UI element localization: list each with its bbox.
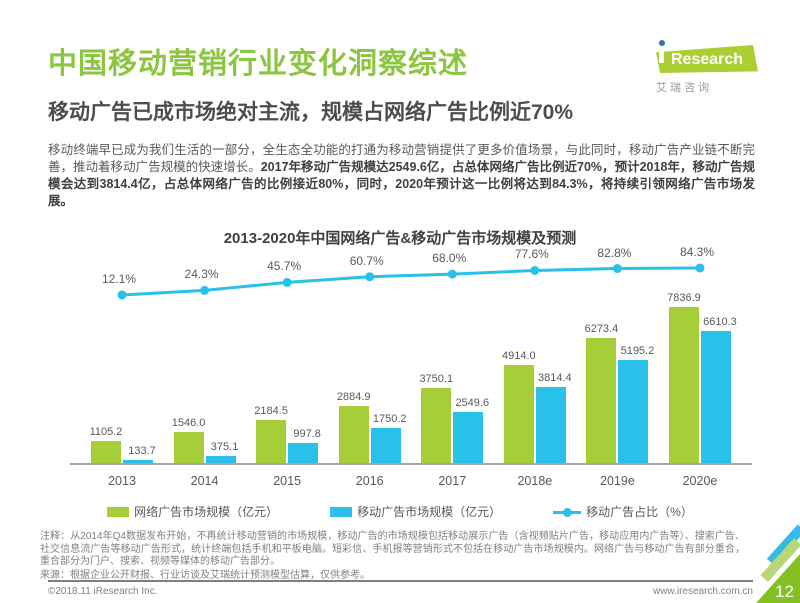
x-tick-2020e: 2020e (682, 474, 718, 488)
body-paragraph: 移动终端早已成为我们生活的一部分，全生态全功能的打通为移动营销提供了更多价值场景… (48, 142, 755, 210)
value-label-network-ad-2019e: 6273.4 (584, 323, 619, 336)
x-axis-line (70, 463, 752, 465)
value-label-mobile-ad-2018e: 3814.4 (538, 372, 572, 385)
percent-label-2019e: 82.8% (597, 245, 632, 260)
value-label-mobile-ad-2019e: 5195.2 (620, 344, 655, 357)
legend-dot-icon (563, 507, 573, 517)
mobile-share-line (117, 263, 705, 300)
line-point-2018e (530, 265, 540, 275)
value-label-network-ad-2014: 1546.0 (171, 417, 206, 430)
body-paragraph-bold: 2017年移动广告规模达2549.6亿，占总体网络广告比例近70%，预计2018… (48, 160, 755, 208)
page-number: 12 (775, 582, 794, 601)
footer-website: www.iresearch.com.cn (652, 586, 753, 597)
x-tick-2015: 2015 (273, 474, 302, 488)
value-label-network-ad-2017: 3750.1 (419, 373, 454, 386)
percent-label-2017: 68.0% (432, 251, 467, 266)
line-point-2014 (200, 285, 210, 295)
value-label-mobile-ad-2013: 133.7 (128, 445, 156, 458)
bar-mobile-ad-2020e (700, 331, 731, 463)
legend-label-mobile-share: 移动广告占比（%） (586, 505, 693, 519)
body-paragraph-normal: 移动终端早已成为我们生活的一部分，全生态全功能的打通为移动营销提供了更多价值场景… (48, 143, 755, 174)
value-label-network-ad-2013: 1105.2 (89, 426, 123, 438)
x-tick-2014: 2014 (190, 474, 219, 488)
bar-mobile-ad-2013 (123, 460, 153, 463)
logo-chinese-name: 艾 瑞 咨 询 (656, 82, 710, 94)
percent-label-2016: 60.7% (349, 253, 384, 268)
line-point-2016 (365, 272, 375, 282)
bar-mobile-ad-2016 (370, 428, 401, 463)
value-label-network-ad-2016: 2884.9 (336, 390, 371, 403)
line-point-2017 (447, 269, 457, 279)
legend-label-mobile-ad: 移动广告市场规模（亿元） (357, 505, 502, 519)
legend-swatch-mobile-share (553, 507, 582, 517)
x-tick-2018e: 2018e (517, 474, 553, 488)
footer-copyright: ©2018.11 iResearch Inc. (48, 586, 158, 597)
logo-flag-shape: Research (656, 45, 758, 73)
footer-divider (48, 580, 753, 582)
bar-mobile-ad-2018e (535, 387, 566, 463)
footnote-source: 来源：根据企业公开财报、行业访谈及艾瑞统计预测模型估算，仅供参考。 (40, 569, 370, 581)
percent-label-2018e: 77.6% (514, 247, 549, 262)
x-tick-2016: 2016 (355, 474, 384, 488)
legend-item-network-ad: 网络广告市场规模（亿元） (107, 503, 278, 520)
percent-label-2020e: 84.3% (679, 244, 714, 259)
bar-network-ad-2017 (421, 388, 452, 463)
line-point-2013 (117, 290, 127, 300)
value-label-mobile-ad-2016: 1750.2 (372, 413, 407, 426)
value-label-mobile-ad-2017: 2549.6 (455, 397, 490, 410)
value-label-mobile-ad-2014: 375.1 (210, 440, 239, 453)
percent-label-2014: 24.3% (184, 267, 219, 282)
bar-network-ad-2018e (503, 365, 534, 463)
legend-item-mobile-ad: 移动广告市场规模（亿元） (330, 503, 501, 520)
x-tick-2013: 2013 (108, 474, 136, 488)
iresearch-logo: Research 艾 瑞 咨 询 (650, 38, 765, 96)
legend-label-network-ad: 网络广告市场规模（亿元） (134, 505, 279, 519)
logo-i-dot-icon (659, 40, 665, 46)
value-label-mobile-ad-2020e: 6610.3 (703, 316, 737, 329)
logo-brand-text: Research (671, 51, 744, 68)
page-title: 中国移动营销行业变化洞察综述 (48, 48, 469, 80)
chart-legend: 网络广告市场规模（亿元） 移动广告市场规模（亿元） 移动广告占比（%） (40, 503, 760, 520)
footnote: 注释：从2014年Q4数据发布开始，不再统计移动营销的市场规模，移动广告的市场规… (40, 531, 745, 582)
bar-network-ad-2013 (91, 441, 121, 463)
market-scale-chart: 2013-2020年中国网络广告&移动广告市场规模及预测 网络广告市场规模（亿元… (40, 225, 760, 527)
logo-i-stem-icon (659, 49, 664, 63)
x-tick-2019e: 2019e (600, 474, 635, 488)
bar-network-ad-2015 (256, 419, 287, 463)
line-point-2019e (612, 264, 622, 274)
legend-item-mobile-share: 移动广告占比（%） (553, 503, 693, 520)
bar-network-ad-2020e (668, 307, 699, 463)
x-tick-2017: 2017 (438, 474, 467, 488)
bar-network-ad-2019e (586, 338, 617, 463)
bar-mobile-ad-2017 (453, 412, 484, 463)
value-label-network-ad-2015: 2184.5 (254, 404, 288, 417)
slide-subtitle: 移动广告已成市场绝对主流，规模占网络广告比例近70% (48, 101, 574, 124)
line-point-2015 (282, 277, 292, 287)
bar-mobile-ad-2015 (288, 443, 319, 463)
bar-network-ad-2014 (173, 432, 204, 463)
footnote-note: 注释：从2014年Q4数据发布开始，不再统计移动营销的市场规模，移动广告的市场规… (40, 531, 745, 567)
value-label-network-ad-2018e: 4914.0 (502, 350, 536, 363)
percent-label-2013: 12.1% (101, 271, 137, 286)
bar-mobile-ad-2019e (618, 359, 649, 463)
bar-network-ad-2016 (338, 405, 369, 463)
legend-swatch-network-ad (107, 506, 130, 517)
value-label-network-ad-2020e: 7836.9 (667, 292, 701, 304)
legend-swatch-mobile-ad (330, 506, 353, 517)
line-point-2020e (695, 263, 705, 273)
percent-label-2015: 45.7% (267, 259, 302, 274)
value-label-mobile-ad-2015: 997.8 (293, 428, 321, 441)
bar-mobile-ad-2014 (205, 455, 236, 463)
chart-title: 2013-2020年中国网络广告&移动广告市场规模及预测 (223, 230, 577, 247)
